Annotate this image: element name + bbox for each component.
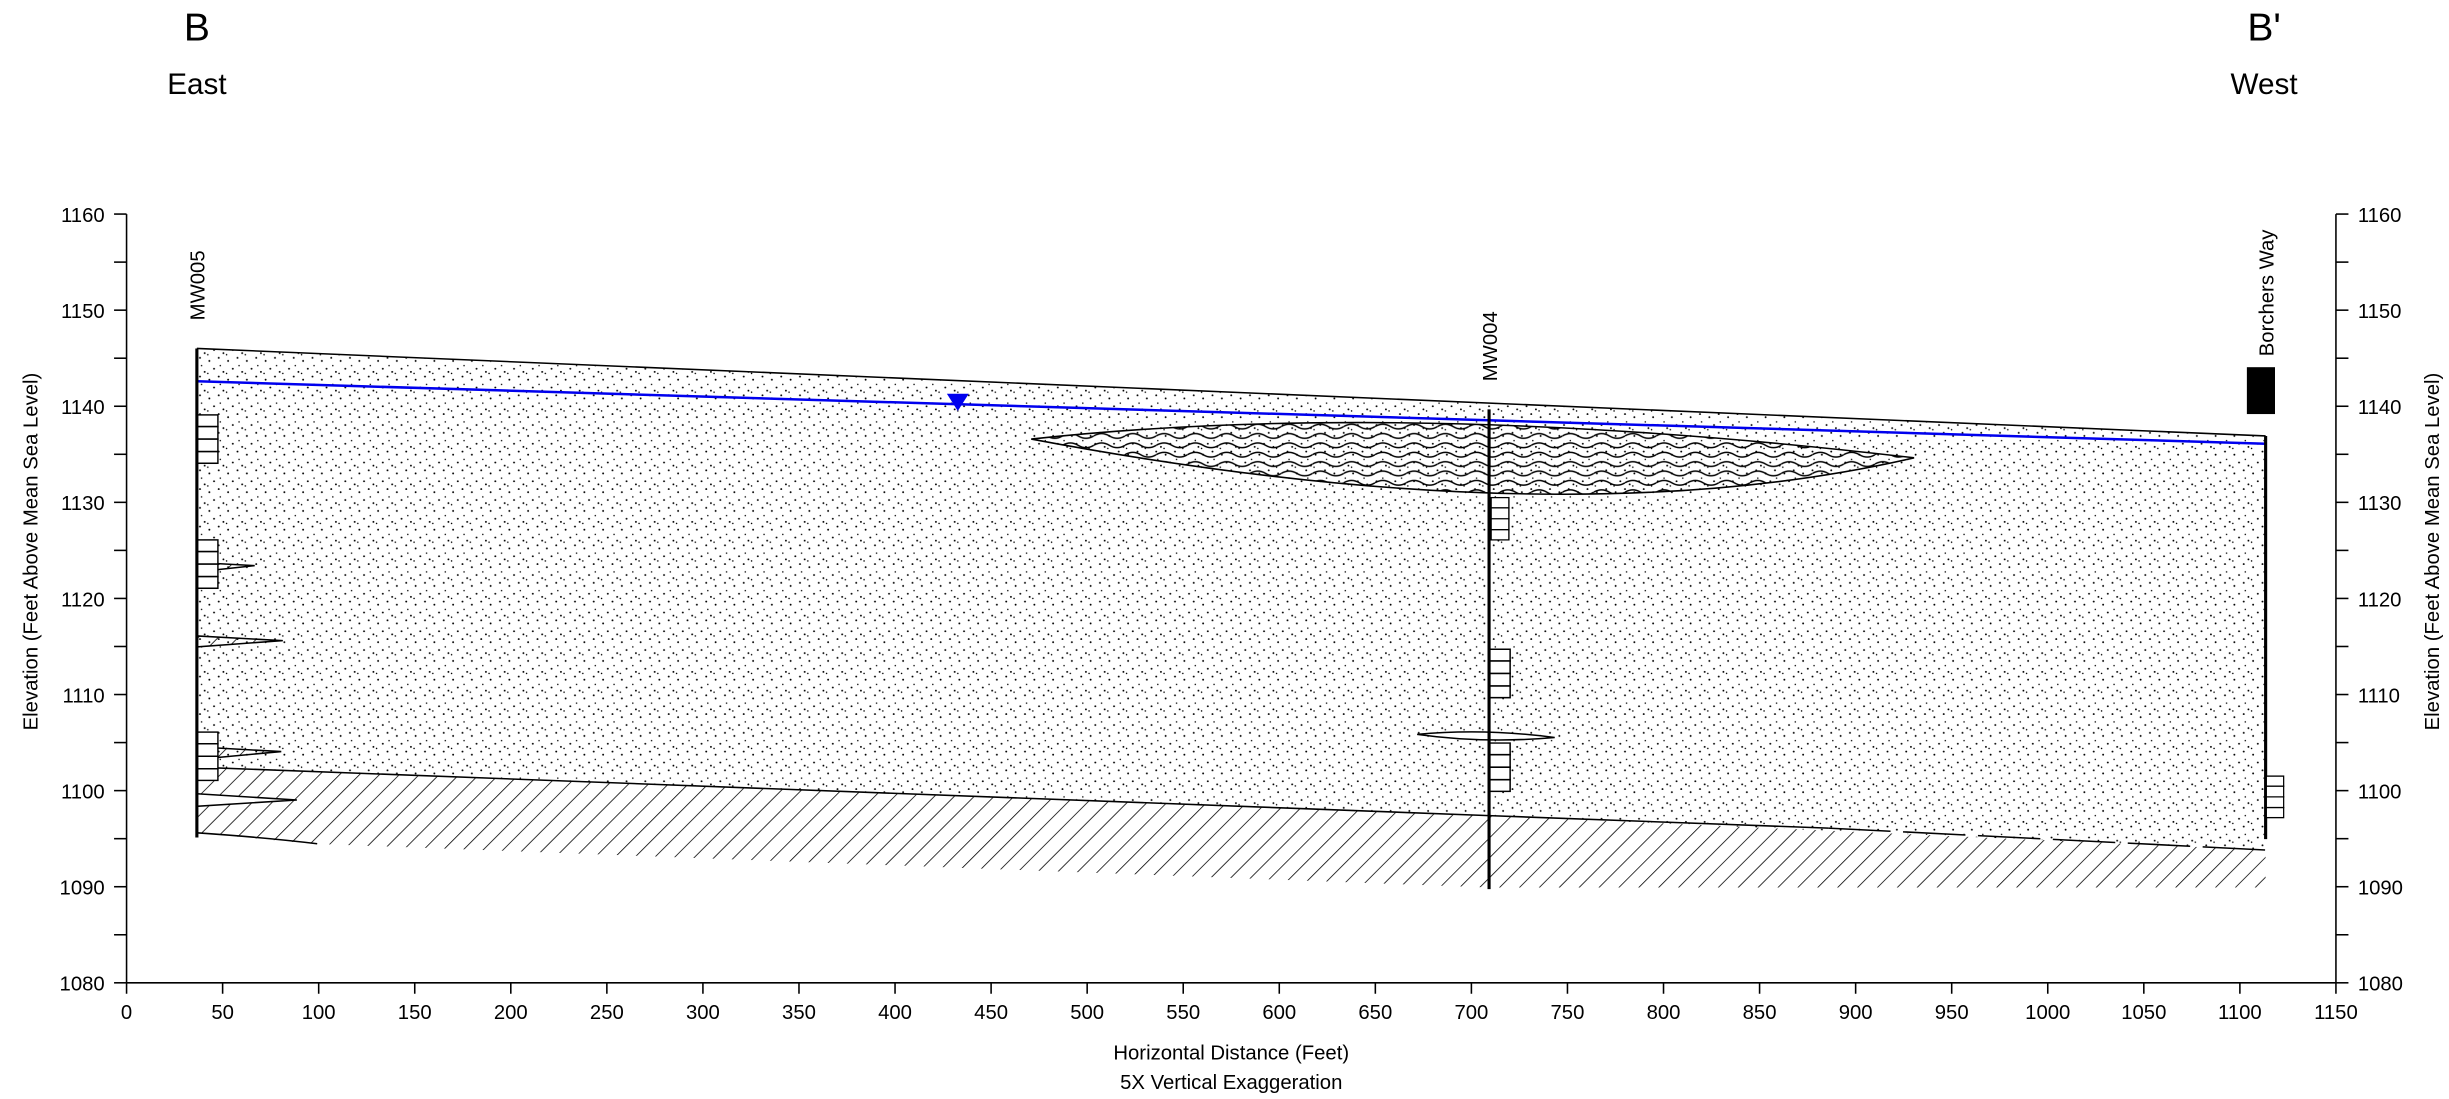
water-table bbox=[196, 380, 2266, 445]
section-label: B bbox=[184, 7, 210, 50]
x-tick-label: 350 bbox=[782, 1002, 816, 1024]
layer-contact bbox=[196, 832, 318, 845]
silt-lens bbox=[1031, 421, 1915, 495]
well-screen bbox=[197, 732, 219, 780]
y2-tick-label: 1100 bbox=[2358, 781, 2402, 803]
x-tick-label: 950 bbox=[1935, 1002, 1969, 1024]
x-tick-label: 750 bbox=[1551, 1002, 1585, 1024]
x-tick-label: 600 bbox=[1262, 1002, 1296, 1024]
x-tick-label: 1150 bbox=[2314, 1002, 2358, 1024]
y-axis-label: Elevation (Feet Above Mean Sea Level) bbox=[21, 373, 43, 731]
y2-tick-label: 1110 bbox=[2358, 685, 2400, 707]
lens bbox=[1417, 731, 1555, 741]
y2-tick-label: 1090 bbox=[2358, 878, 2403, 900]
y-tick-label: 1160 bbox=[61, 205, 105, 227]
y-tick-label: 1130 bbox=[61, 493, 105, 515]
x-tick-label: 550 bbox=[1166, 1002, 1200, 1024]
ground-surface bbox=[196, 347, 2266, 437]
y-tick-label: 1100 bbox=[61, 781, 105, 803]
road-marker bbox=[2246, 367, 2275, 415]
x-tick-label: 150 bbox=[398, 1002, 432, 1024]
x-tick-label: 700 bbox=[1454, 1002, 1488, 1024]
y2-tick-label: 1140 bbox=[2358, 397, 2402, 419]
y-tick-label: 1080 bbox=[60, 974, 105, 996]
y2-axis-label: Elevation (Feet Above Mean Sea Level) bbox=[2422, 373, 2444, 731]
direction: West bbox=[2231, 68, 2299, 101]
y2-tick-label: 1120 bbox=[2358, 589, 2402, 611]
section-label: B' bbox=[2247, 7, 2281, 50]
clay-layer bbox=[196, 767, 2266, 888]
well-label: MW004 bbox=[1480, 311, 1502, 381]
y2-tick-label: 1080 bbox=[2358, 974, 2403, 996]
sand-layer bbox=[196, 348, 2266, 850]
direction: East bbox=[167, 68, 227, 101]
drawing: B East B' West MW005 MW004 Borchers Way … bbox=[21, 7, 2445, 1094]
x-tick-label: 1050 bbox=[2121, 1002, 2166, 1024]
x-tick-label: 450 bbox=[974, 1002, 1008, 1024]
y-tick-label: 1150 bbox=[61, 301, 105, 323]
x-tick-label: 1000 bbox=[2025, 1002, 2070, 1024]
x-tick-label: 400 bbox=[878, 1002, 912, 1024]
y2-tick-label: 1160 bbox=[2358, 205, 2402, 227]
x-tick-label: 500 bbox=[1070, 1002, 1104, 1024]
well-screen bbox=[1489, 649, 1511, 697]
x-tick-label: 200 bbox=[494, 1002, 528, 1024]
y-tick-label: 1120 bbox=[61, 589, 105, 611]
x-tick-label: 650 bbox=[1358, 1002, 1392, 1024]
x-tick-label: 1100 bbox=[2218, 1002, 2262, 1024]
well-label: Borchers Way bbox=[2256, 229, 2278, 357]
x-tick-label: 800 bbox=[1647, 1002, 1681, 1024]
x-tick-label: 100 bbox=[302, 1002, 336, 1024]
x-tick-label: 250 bbox=[590, 1002, 624, 1024]
y-tick-label: 1090 bbox=[60, 878, 105, 900]
x-tick-label: 850 bbox=[1743, 1002, 1777, 1024]
note: 5X Vertical Exaggeration bbox=[1120, 1072, 1342, 1094]
x-tick-label: 300 bbox=[686, 1002, 720, 1024]
x-tick-label: 50 bbox=[211, 1002, 234, 1024]
y-tick-label: 1140 bbox=[61, 397, 105, 419]
well-screen bbox=[197, 415, 219, 463]
x-tick-label: 0 bbox=[121, 1002, 132, 1024]
y-tick-label: 1110 bbox=[63, 685, 105, 707]
well-screen bbox=[1489, 743, 1511, 791]
well-label: MW005 bbox=[188, 250, 210, 320]
well-screen bbox=[197, 540, 219, 588]
water-table-symbol bbox=[946, 393, 969, 411]
well-screen bbox=[1489, 496, 1511, 541]
well-screen bbox=[2265, 775, 2285, 819]
y2-tick-label: 1130 bbox=[2358, 493, 2402, 515]
x-axis-label: Horizontal Distance (Feet) bbox=[1113, 1042, 1349, 1064]
y2-tick-label: 1150 bbox=[2358, 301, 2402, 323]
x-tick-label: 900 bbox=[1839, 1002, 1873, 1024]
